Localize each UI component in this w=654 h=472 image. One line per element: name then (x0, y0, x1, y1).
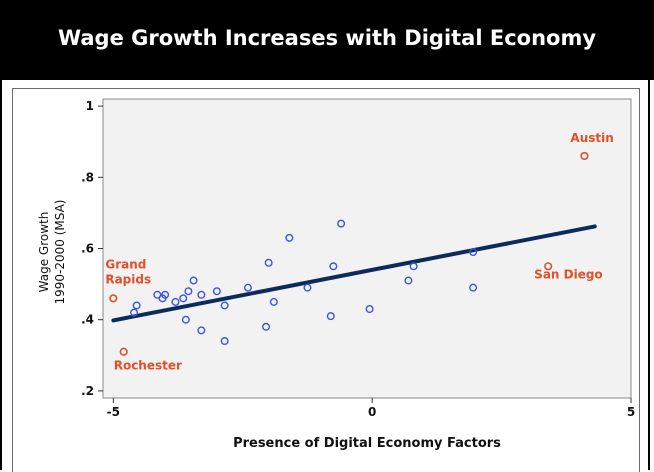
plot-area (103, 99, 631, 398)
y-tick-label: .2 (81, 384, 94, 398)
y-axis-label-line1: Wage Growth (37, 212, 51, 293)
y-axis-label-line2: 1990-2000 (MSA) (53, 200, 67, 305)
point-label-grand-rapids: Grand Rapids (105, 257, 151, 286)
x-tick-label: 0 (368, 405, 376, 419)
point-label-rochester: Rochester (114, 359, 182, 373)
y-tick-label: .6 (81, 242, 94, 256)
y-tick-label: .4 (81, 313, 94, 327)
x-tick-label: -5 (107, 405, 120, 419)
y-tick-label: 1 (86, 99, 94, 113)
x-axis-ticks: -5 0 5 (107, 398, 635, 419)
point-label-austin: Austin (570, 131, 613, 145)
x-axis-label: Presence of Digital Economy Factors (233, 436, 501, 451)
x-tick-label: 5 (627, 405, 635, 419)
point-label-san-diego: San Diego (534, 267, 603, 281)
y-tick-label: .8 (81, 170, 94, 184)
y-axis-ticks: .2 .4 .6 .8 1 (81, 99, 103, 398)
